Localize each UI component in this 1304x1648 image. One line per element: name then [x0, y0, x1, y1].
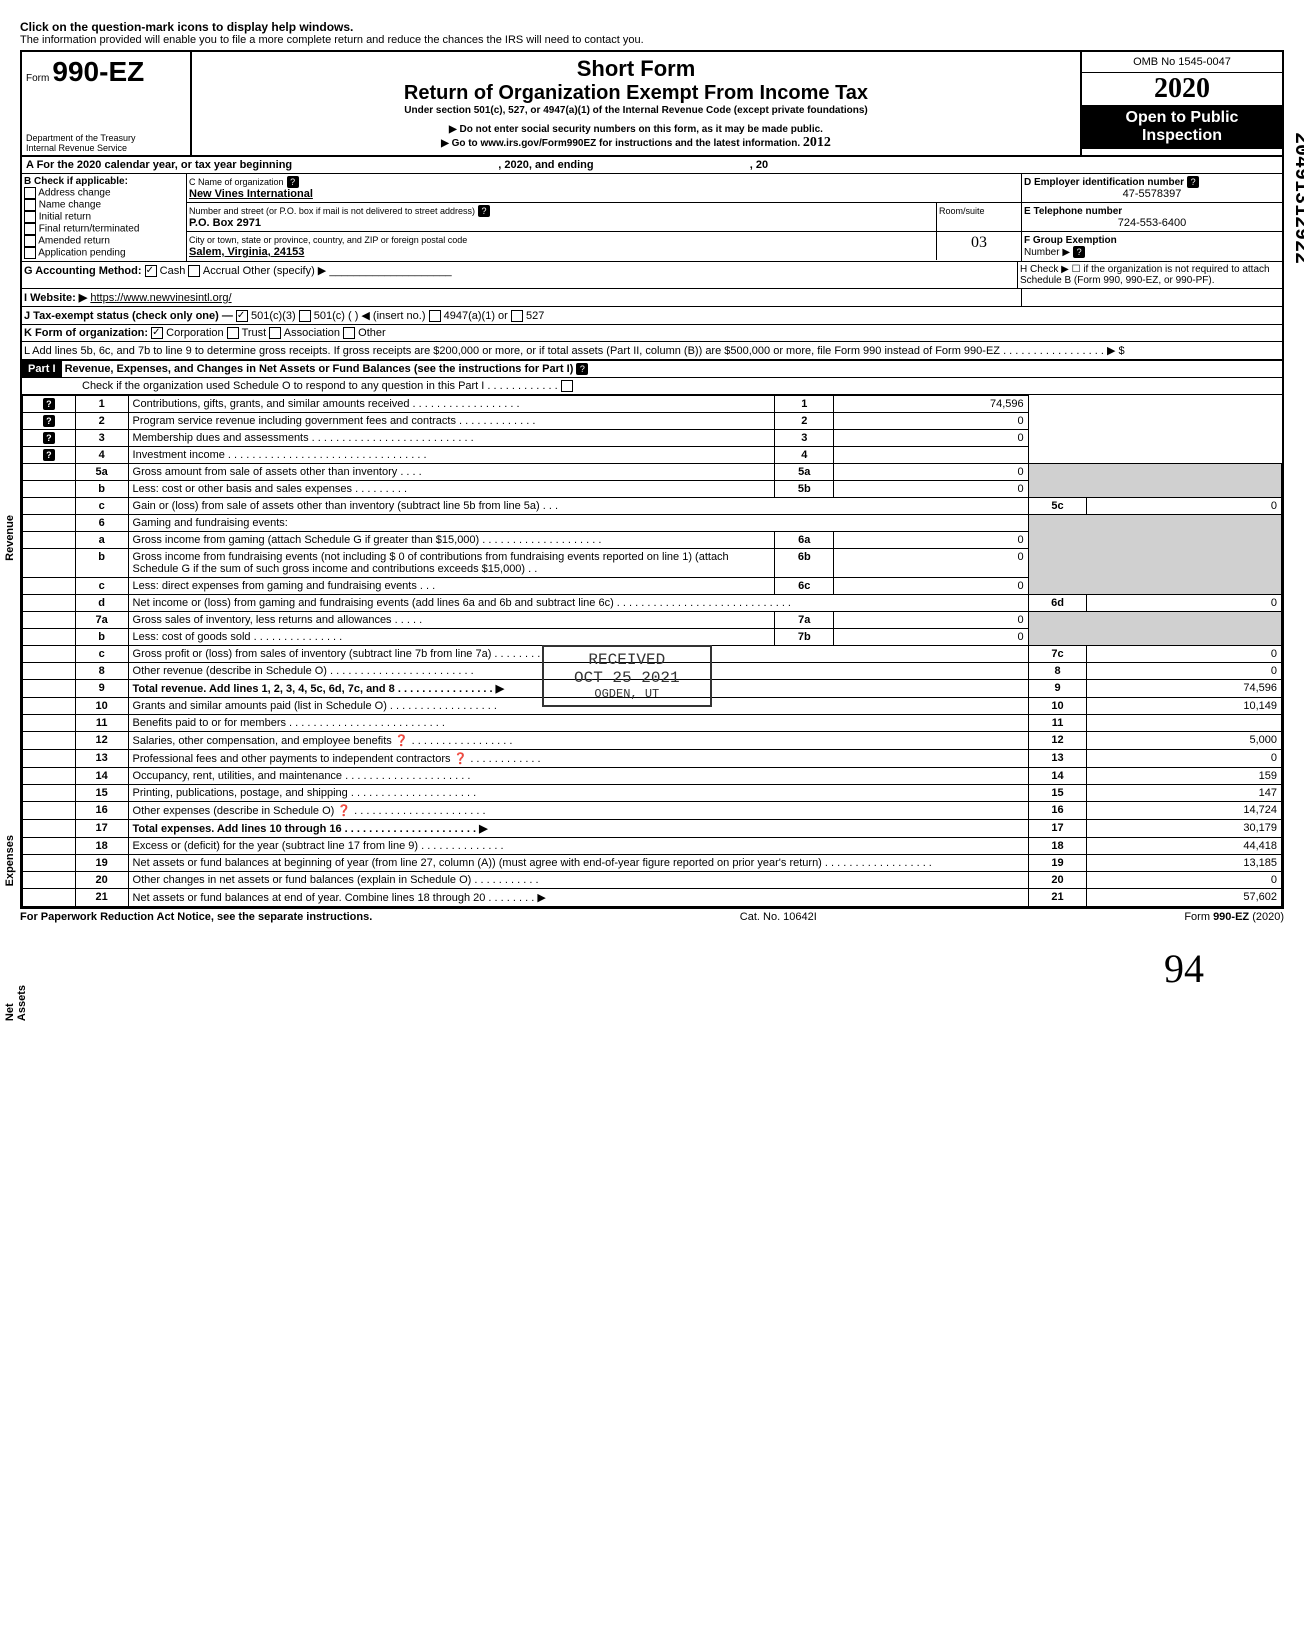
tax-year: 20202020 [1082, 73, 1282, 105]
f-number-label: Number ▶ [1024, 247, 1070, 258]
omb-number: OMB No 1545-0047 [1082, 52, 1282, 73]
line-l: L Add lines 5b, 6c, and 7b to line 9 to … [22, 342, 1282, 361]
title-short-form: Short Form [196, 56, 1076, 82]
line-a: A For the 2020 calendar year, or tax yea… [22, 157, 1282, 173]
subtitle: Under section 501(c), 527, or 4947(a)(1)… [196, 105, 1076, 116]
help-icon[interactable]: ? [478, 205, 490, 217]
title-main: Return of Organization Exempt From Incom… [196, 82, 1076, 105]
form-990ez: SCANNED JUN 2 2 2022 20491312922 Form 99… [20, 50, 1284, 909]
top-note: Click on the question-mark icons to disp… [20, 20, 1284, 34]
sub-note: The information provided will enable you… [20, 34, 1284, 46]
d-label: D Employer identification number [1024, 177, 1184, 188]
street-value: P.O. Box 2971 [189, 217, 261, 229]
phone-value: 724-553-6400 [1024, 217, 1280, 229]
org-name: New Vines International [189, 188, 313, 200]
help-icon[interactable]: ? [287, 176, 299, 188]
received-stamp: RECEIVED OCT 25 2021 OGDEN, UT [542, 645, 712, 707]
handwritten-signature: 94 [20, 925, 1284, 992]
dept-treasury: Department of the Treasury [26, 133, 136, 143]
room-label: Room/suite [939, 206, 985, 216]
irs-label: Internal Revenue Service [26, 143, 136, 153]
form-prefix: Form [26, 73, 49, 84]
street-label: Number and street (or P.O. box if mail i… [189, 206, 475, 216]
c-label: C Name of organization [189, 177, 284, 187]
expenses-label: Expenses [4, 835, 16, 886]
line-g: G Accounting Method: Cash Accrual Other … [22, 262, 1017, 288]
line-i: I Website: ▶ https://www.newvinesintl.or… [22, 289, 1021, 306]
open-to-public: Open to Public Inspection [1082, 105, 1282, 149]
dln-stamp: 20491312922 [1289, 132, 1304, 264]
part1-label: Part I [22, 361, 62, 377]
netassets-label: Net Assets [4, 985, 28, 1021]
f-label: F Group Exemption [1024, 235, 1117, 246]
form-number: 990-EZ [52, 56, 144, 87]
footer: For Paperwork Reduction Act Notice, see … [20, 909, 1284, 925]
help-icon[interactable]: ? [1187, 176, 1199, 188]
city-value: Salem, Virginia, 24153 [189, 246, 304, 258]
room-value: 03 [937, 232, 1021, 260]
warn-ssn: ▶ Do not enter social security numbers o… [196, 124, 1076, 135]
revenue-label: Revenue [4, 515, 16, 561]
city-label: City or town, state or province, country… [189, 235, 467, 245]
e-label: E Telephone number [1024, 206, 1122, 217]
part1-check: Check if the organization used Schedule … [22, 378, 1282, 395]
section-b: B Check if applicable: Address change Na… [22, 174, 187, 261]
line-k: K Form of organization: Corporation Trus… [22, 325, 1282, 342]
line-h: H Check ▶ ☐ if the organization is not r… [1017, 262, 1282, 288]
help-icon[interactable]: ? [576, 363, 588, 375]
ein-value: 47-5578397 [1024, 188, 1280, 200]
warn-goto: ▶ Go to www.irs.gov/Form990EZ for instru… [196, 135, 1076, 151]
part1-title: Revenue, Expenses, and Changes in Net As… [65, 363, 574, 375]
help-icon[interactable]: ? [1073, 246, 1085, 258]
line-j: J Tax-exempt status (check only one) — 5… [22, 307, 1282, 325]
